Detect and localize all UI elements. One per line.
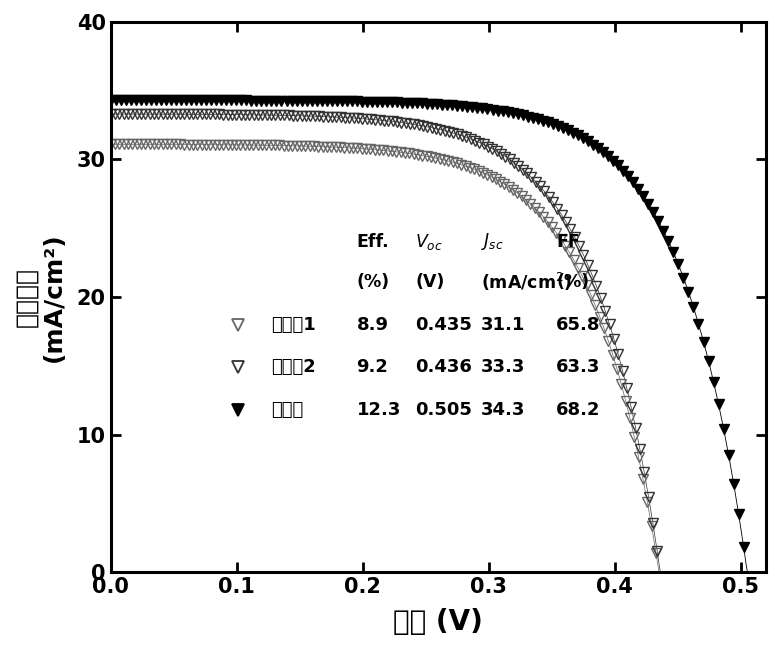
Text: 12.3: 12.3	[356, 401, 401, 419]
Text: FF: FF	[556, 233, 580, 251]
Text: (%): (%)	[556, 272, 590, 291]
Text: 65.8: 65.8	[556, 315, 601, 333]
Text: $J_{sc}$: $J_{sc}$	[481, 231, 504, 252]
Text: 对比例2: 对比例2	[271, 358, 316, 376]
Text: 本发明: 本发明	[271, 401, 303, 419]
Text: 8.9: 8.9	[356, 315, 388, 333]
Text: 0.435: 0.435	[416, 315, 473, 333]
Text: 31.1: 31.1	[481, 315, 526, 333]
Text: 0.505: 0.505	[416, 401, 473, 419]
Text: (V): (V)	[416, 272, 445, 291]
Y-axis label: 电流密度
(mA/cm²): 电流密度 (mA/cm²)	[14, 232, 66, 362]
Text: (mA/cm$^2$): (mA/cm$^2$)	[481, 270, 572, 292]
Text: 63.3: 63.3	[556, 358, 601, 376]
Text: $V_{oc}$: $V_{oc}$	[416, 232, 443, 252]
Text: 对比例1: 对比例1	[271, 315, 316, 333]
Text: 0.436: 0.436	[416, 358, 473, 376]
X-axis label: 电压 (V): 电压 (V)	[393, 608, 484, 636]
Text: 68.2: 68.2	[556, 401, 601, 419]
Text: (%): (%)	[356, 272, 389, 291]
Text: 33.3: 33.3	[481, 358, 526, 376]
Text: Eff.: Eff.	[356, 233, 389, 251]
Text: 34.3: 34.3	[481, 401, 526, 419]
Text: 9.2: 9.2	[356, 358, 388, 376]
